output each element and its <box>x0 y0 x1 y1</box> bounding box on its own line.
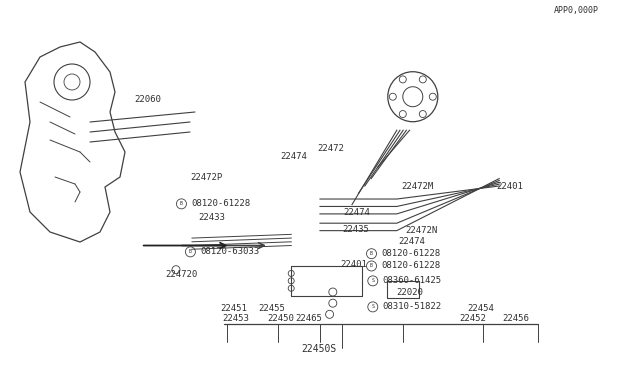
Text: 224720: 224720 <box>165 270 197 279</box>
Text: 08310-51822: 08310-51822 <box>383 302 442 311</box>
Text: 22472M: 22472M <box>401 182 433 190</box>
Text: 22454: 22454 <box>467 304 494 313</box>
Text: 22474: 22474 <box>280 153 307 161</box>
Text: 22474: 22474 <box>344 208 371 217</box>
Text: 22020: 22020 <box>397 288 424 297</box>
Text: 08120-61228: 08120-61228 <box>381 249 441 258</box>
Text: 22465: 22465 <box>296 314 323 323</box>
Text: 22435: 22435 <box>342 225 369 234</box>
Text: B: B <box>180 201 183 206</box>
Text: B: B <box>370 263 373 269</box>
Text: B: B <box>370 251 373 256</box>
Text: 22401: 22401 <box>496 182 523 190</box>
Text: 08120-63033: 08120-63033 <box>200 247 260 256</box>
Text: 08120-61228: 08120-61228 <box>191 199 251 208</box>
Text: 22433: 22433 <box>198 213 225 222</box>
Text: 22401: 22401 <box>340 260 367 269</box>
Text: 22472P: 22472P <box>191 173 223 182</box>
Text: APP0,000P: APP0,000P <box>554 6 598 15</box>
Text: 22474: 22474 <box>399 237 426 246</box>
Text: 08120-61228: 08120-61228 <box>381 262 441 270</box>
Text: 22453: 22453 <box>223 314 250 323</box>
Text: 22452: 22452 <box>460 314 486 323</box>
Text: 22455: 22455 <box>258 304 285 313</box>
Text: B: B <box>189 249 192 254</box>
Text: 22472N: 22472N <box>405 226 437 235</box>
Text: 22451: 22451 <box>220 304 247 313</box>
Text: 22472: 22472 <box>317 144 344 153</box>
Text: S: S <box>371 278 374 283</box>
Text: 22456: 22456 <box>502 314 529 323</box>
Text: 22060: 22060 <box>134 95 161 104</box>
Text: 22450: 22450 <box>268 314 294 323</box>
Text: 08360-61425: 08360-61425 <box>383 276 442 285</box>
Text: S: S <box>371 304 374 310</box>
Text: 22450S: 22450S <box>301 344 337 354</box>
